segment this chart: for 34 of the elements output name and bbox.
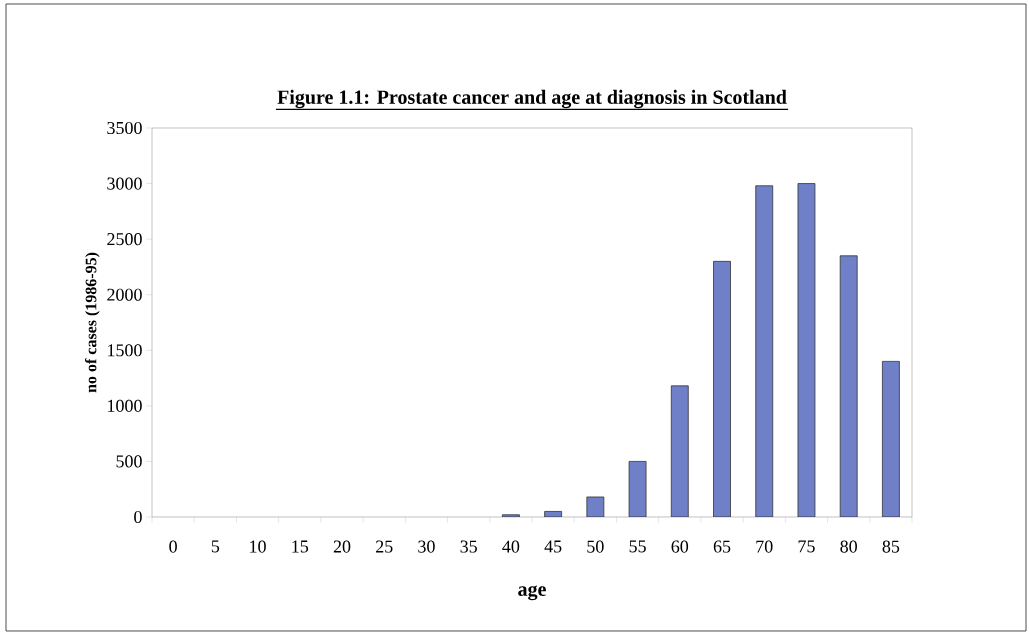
x-tick-label: 65 xyxy=(713,540,731,553)
x-tick-label: 5 xyxy=(211,540,220,553)
y-axis-title: no of cases (1986-95) xyxy=(84,252,100,393)
bar xyxy=(670,385,689,517)
y-tick-label: 3500 xyxy=(107,121,142,135)
y-tick-label: 1000 xyxy=(108,399,142,412)
x-tick-label: 35 xyxy=(460,540,477,553)
x-tick-label: 15 xyxy=(292,540,309,553)
y-tick-label: 500 xyxy=(116,455,142,468)
y-tick-label: 2000 xyxy=(107,288,142,301)
chart-title: Figure 1.1: Prostate cancer and age at diagnosis in Scotland xyxy=(277,89,787,109)
x-tick-label: 10 xyxy=(250,540,266,553)
x-tick-label: 40 xyxy=(502,540,520,553)
x-tick-label: 60 xyxy=(671,540,689,553)
y-tick-label: 1500 xyxy=(108,344,142,357)
x-tick-label: 30 xyxy=(418,540,435,553)
bar xyxy=(755,185,774,517)
bar xyxy=(882,360,900,517)
x-tick-label: 85 xyxy=(882,540,900,553)
x-tick-label: 0 xyxy=(169,540,177,553)
x-tick-label: 20 xyxy=(333,540,351,553)
x-tick-label: 80 xyxy=(840,540,857,553)
x-axis-title: age xyxy=(518,585,546,601)
bar xyxy=(713,260,731,517)
x-tick-label: 75 xyxy=(798,540,815,553)
x-tick-label: 45 xyxy=(544,540,562,553)
y-tick-label: 0 xyxy=(134,510,142,524)
y-tick-label: 3000 xyxy=(107,177,142,190)
bar xyxy=(839,255,858,517)
x-tick-label: 70 xyxy=(756,540,773,553)
x-tick-label: 50 xyxy=(587,540,604,553)
x-tick-label: 55 xyxy=(629,540,646,553)
y-tick-label: 2500 xyxy=(107,233,142,246)
x-tick-label: 25 xyxy=(376,540,393,553)
